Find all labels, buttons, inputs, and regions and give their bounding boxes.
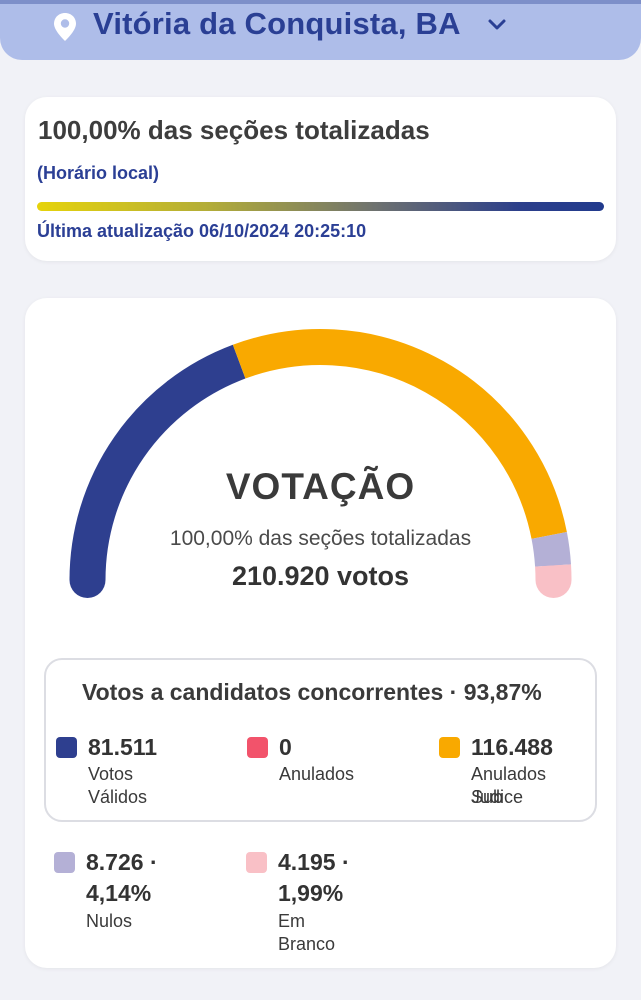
sub-judice-value: 116.488 [471, 734, 553, 760]
last-update: Última atualização 06/10/2024 20:25:10 [37, 221, 367, 241]
vote-sections: 100,00% das seções totalizadas [169, 527, 472, 550]
gauge-segment-2 [232, 329, 567, 539]
vote-title: VOTAÇÃO [225, 466, 416, 507]
vote-gauge [69, 329, 572, 598]
null-swatch [54, 852, 75, 873]
annulled-value: 0 [279, 734, 292, 760]
status-card: 100,00% das seções totalizadas (Horário … [25, 97, 616, 261]
sub-judice-swatch [439, 737, 460, 758]
location-title[interactable]: Vitória da Conquista, BA [93, 6, 461, 41]
local-time-label: (Horário local) [37, 163, 160, 183]
annulled-swatch [247, 737, 268, 758]
null-label: Nulos [86, 911, 133, 931]
gauge-segment-0 [69, 344, 246, 581]
valid-label: Votos Válidos [88, 764, 148, 807]
sections-totalized: 100,00% das seções totalizadas [38, 115, 430, 145]
valid-value: 81.511 [88, 734, 158, 760]
candidates-box: Votos a candidatos concorrentes · 93,87%… [44, 658, 597, 822]
sub-judice-label-1: Anulados Sub [471, 764, 547, 807]
annulled-label: Anulados [279, 764, 355, 784]
null-value-2: 4,14% [86, 880, 152, 906]
chevron-down-icon[interactable] [487, 18, 507, 32]
candidates-header: Votos a candidatos concorrentes · 93,87% [82, 679, 542, 705]
blank-label: Em Branco [278, 911, 336, 954]
null-value-1: 8.726 · [86, 849, 158, 875]
sub-judice-label-2: Judice [471, 787, 524, 807]
progress-bar [37, 202, 604, 211]
valid-swatch [56, 737, 77, 758]
location-header[interactable]: Vitória da Conquista, BA [0, 0, 641, 60]
location-pin-icon [54, 13, 76, 41]
blank-value-2: 1,99% [278, 880, 344, 906]
gauge-segment-3 [531, 531, 572, 567]
blank-swatch [246, 852, 267, 873]
total-votes: 210.920 votos [231, 561, 410, 591]
blank-value-1: 4.195 · [278, 849, 350, 875]
vote-card: VOTAÇÃO 100,00% das seções totalizadas 2… [25, 298, 616, 968]
